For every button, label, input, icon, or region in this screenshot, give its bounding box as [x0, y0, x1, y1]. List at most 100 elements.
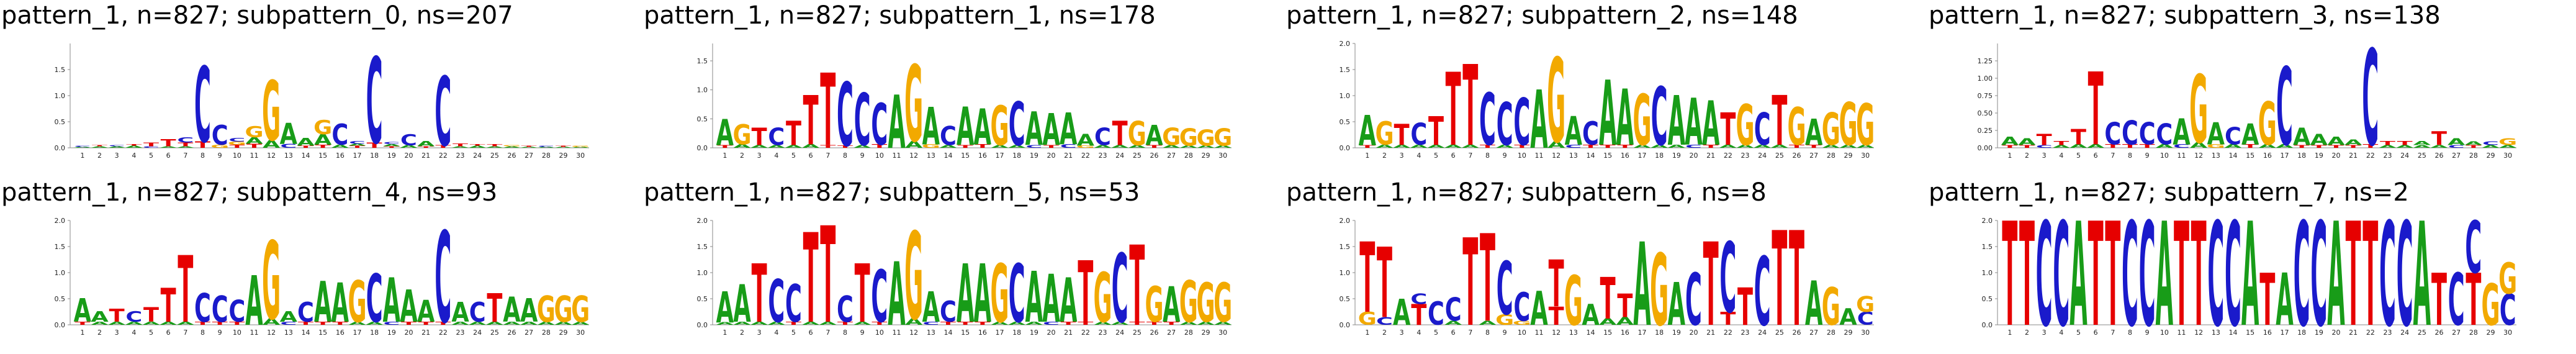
logo-letter-C: C: [2104, 117, 2121, 152]
logo-letter-A: A: [2465, 141, 2483, 147]
x-tick-label: 16: [2263, 152, 2272, 160]
logo-letter-A: A: [469, 321, 487, 326]
logo-letter-C: C: [2173, 143, 2190, 149]
x-tick-label: 28: [1827, 329, 1835, 337]
x-tick-label: 16: [2263, 329, 2272, 337]
y-tick-label: 1.5: [697, 57, 708, 65]
logo-plot: 0.00.51.01.5TA1AG2AT3AC4AT5AT6TT7TC8AC9T…: [697, 43, 1232, 169]
x-tick-label: 6: [166, 329, 171, 337]
x-tick-label: 14: [1587, 329, 1595, 337]
x-tick-label: 16: [336, 152, 345, 160]
y-tick-label: 0.50: [1978, 109, 1993, 117]
logo-letter-T: T: [315, 144, 331, 149]
logo-letter-T: T: [820, 53, 835, 169]
logo-letter-G: G: [1093, 259, 1112, 338]
logo-letter-A: A: [991, 144, 1009, 148]
x-tick-label: 10: [875, 329, 884, 337]
logo-letter-A: A: [1077, 132, 1095, 150]
logo-letter-C: C: [2448, 145, 2465, 149]
logo-letter-C: C: [2397, 192, 2413, 354]
x-tick-label: 13: [1569, 152, 1578, 160]
logo-letter-C: C: [922, 321, 939, 326]
logo-letter-T: T: [1720, 104, 1736, 156]
x-tick-label: 20: [1690, 329, 1698, 337]
x-tick-label: 10: [233, 329, 241, 337]
panel-title: pattern_1, n=827; subpattern_5, ns=53: [644, 178, 1140, 207]
x-tick-label: 6: [809, 329, 813, 337]
logo-letter-T: T: [837, 321, 853, 326]
logo-letter-T: T: [2466, 145, 2481, 149]
y-tick-label: 2.0: [1982, 217, 1993, 225]
logo-plot: 0.00.51.01.52.0TA1AG2AT3AC4AT5AT6AT7TC8A…: [1340, 34, 1875, 171]
logo-letter-A: A: [1163, 144, 1181, 148]
logo-letter-A: A: [922, 283, 940, 332]
logo-letter-G: G: [1375, 114, 1394, 152]
logo-letter-T: T: [1600, 266, 1616, 333]
x-tick-label: 6: [2094, 329, 2098, 337]
logo-letter-T: T: [1146, 321, 1162, 326]
logo-letter-T: T: [1359, 145, 1375, 149]
logo-letter-A: A: [245, 135, 263, 145]
logo-letter-C: C: [871, 256, 888, 339]
logo-letter-A: A: [348, 321, 366, 326]
logo-letter-A: A: [1547, 140, 1565, 150]
logo-letter-A: A: [486, 146, 505, 148]
logo-letter-T: T: [1377, 227, 1392, 340]
logo-letter-T: T: [975, 321, 990, 326]
logo-letter-T: T: [1514, 144, 1529, 149]
panel-title: pattern_1, n=827; subpattern_3, ns=138: [1929, 1, 2441, 30]
panel-title: pattern_1, n=827; subpattern_6, ns=8: [1286, 178, 1767, 207]
logo-letter-A: A: [1822, 144, 1840, 149]
x-tick-label: 22: [1081, 152, 1090, 160]
x-tick-label: 30: [576, 152, 585, 160]
x-tick-label: 3: [2042, 152, 2047, 160]
logo-letter-A: A: [733, 143, 751, 149]
x-tick-label: 8: [843, 329, 847, 337]
logo-panel: pattern_1, n=827; subpattern_3, ns=138 0.…: [1929, 0, 2571, 177]
logo-letter-T: T: [2243, 143, 2258, 149]
logo-letter-C: C: [1428, 295, 1444, 333]
logo-letter-A: A: [905, 139, 923, 150]
x-tick-label: 22: [2366, 152, 2375, 160]
logo-letter-A: A: [819, 321, 837, 326]
logo-letter-T: T: [1462, 42, 1478, 171]
logo-letter-A: A: [888, 80, 905, 166]
logo-letter-A: A: [1197, 321, 1215, 326]
logo-letter-A: A: [1719, 144, 1737, 149]
logo-letter-A: A: [1197, 145, 1215, 149]
logo-letter-A: A: [503, 321, 521, 326]
logo-letter-T: T: [1394, 118, 1410, 152]
x-tick-label: 24: [2400, 329, 2409, 337]
logo-letter-G: G: [1162, 123, 1181, 151]
logo-letter-C: C: [383, 321, 400, 326]
y-tick-label: 1.0: [55, 92, 66, 100]
y-tick-label: 0.5: [697, 295, 708, 303]
logo-letter-C: C: [1513, 285, 1530, 330]
logo-letter-A: A: [263, 317, 281, 327]
logo-letter-A: A: [1616, 315, 1634, 327]
x-tick-label: 4: [774, 329, 778, 337]
logo-letter-A: A: [572, 147, 589, 148]
logo-letter-C: C: [435, 207, 451, 352]
logo-letter-G: G: [262, 220, 281, 345]
logo-letter-A: A: [1805, 112, 1823, 153]
x-tick-label: 5: [1434, 152, 1438, 160]
x-tick-label: 4: [774, 152, 778, 160]
x-tick-label: 16: [978, 329, 987, 337]
x-tick-label: 23: [1099, 329, 1107, 337]
x-tick-label: 27: [525, 329, 533, 337]
logo-letter-T: T: [2105, 143, 2120, 149]
y-tick-label: 0.5: [55, 295, 66, 303]
x-tick-label: 27: [1167, 329, 1176, 337]
logo-letter-G: G: [1495, 312, 1514, 329]
x-tick-label: 2: [740, 152, 744, 160]
logo-letter-C: C: [1685, 260, 1702, 342]
logo-letter-T: T: [1428, 109, 1444, 154]
y-tick-label: 0.0: [1982, 321, 1993, 329]
x-tick-label: 6: [1451, 152, 1456, 160]
logo-letter-T: T: [1772, 82, 1787, 161]
logo-letter-T: T: [2362, 143, 2378, 149]
logo-letter-C: C: [2139, 117, 2156, 152]
logo-letter-A: A: [1025, 256, 1043, 338]
logo-letter-G: G: [990, 248, 1009, 342]
